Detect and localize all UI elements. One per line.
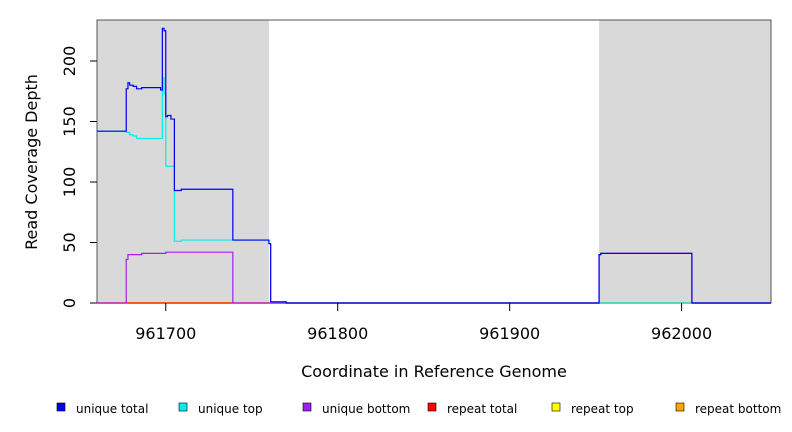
x-tick-label: 961700 (135, 324, 196, 343)
legend-label: repeat top (571, 402, 634, 416)
legend: unique total unique top unique bottom repea… (56, 402, 781, 416)
legend-item-unique-top: unique top (178, 402, 263, 416)
y-tick-label: 50 (60, 232, 79, 252)
y-tick-label: 100 (60, 167, 79, 198)
legend-label: repeat total (447, 402, 517, 416)
legend-item-repeat-total: repeat total (427, 402, 517, 416)
y-tick-label: 150 (60, 106, 79, 137)
legend-swatch (302, 402, 312, 412)
legend-item-repeat-bottom: repeat bottom (675, 402, 781, 416)
legend-swatch (178, 402, 188, 412)
y-axis: 0 50 100 150 200 (60, 46, 97, 308)
legend-label: unique bottom (322, 402, 410, 416)
y-axis-title: Read Coverage Depth (22, 74, 41, 250)
x-tick-label: 961900 (479, 324, 540, 343)
x-tick-label: 961800 (307, 324, 368, 343)
series-layer (97, 27, 771, 304)
legend-swatch (551, 402, 561, 412)
y-tick-label: 200 (60, 46, 79, 77)
legend-label: unique top (198, 402, 263, 416)
legend-item-repeat-top: repeat top (551, 402, 634, 416)
x-axis: 961700 961800 961900 962000 (135, 303, 712, 343)
legend-item-unique-bottom: unique bottom (302, 402, 410, 416)
legend-label: repeat bottom (695, 402, 781, 416)
shaded-region-0 (97, 20, 269, 303)
y-tick-label: 0 (60, 298, 79, 308)
legend-label: unique total (76, 402, 148, 416)
shaded-region-1 (599, 20, 771, 303)
shaded-region-layer (97, 20, 771, 303)
legend-swatch (675, 402, 685, 412)
legend-swatch (427, 402, 437, 412)
legend-item-unique-total: unique total (56, 402, 148, 416)
legend-swatch (56, 402, 66, 412)
x-tick-label: 962000 (651, 324, 712, 343)
series-line-unique-total (97, 27, 771, 304)
x-axis-title: Coordinate in Reference Genome (301, 362, 567, 381)
